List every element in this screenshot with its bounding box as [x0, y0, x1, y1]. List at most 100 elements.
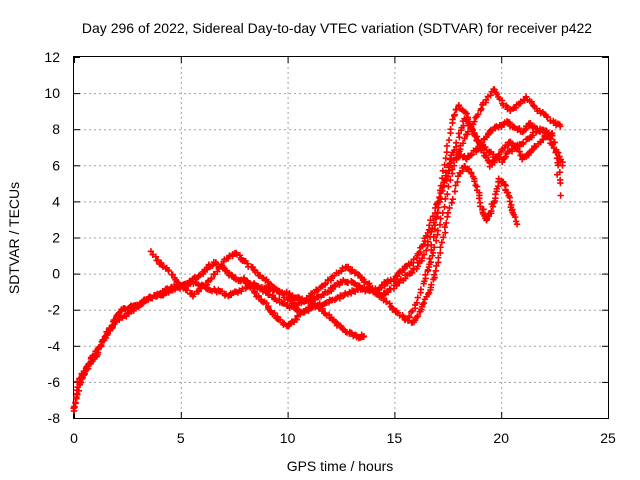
data-point	[436, 187, 444, 194]
x-axis-label: GPS time / hours	[287, 458, 394, 474]
data-point	[442, 155, 450, 162]
data-point	[467, 121, 474, 128]
data-point	[428, 241, 435, 249]
data-point	[448, 199, 455, 207]
data-point	[419, 255, 426, 262]
x-tick-label: 10	[280, 430, 296, 446]
y-tick-label: -4	[48, 338, 61, 354]
data-point	[452, 139, 460, 147]
data-point	[488, 207, 495, 215]
data-point	[420, 251, 428, 258]
data-point	[557, 123, 564, 130]
data-point	[553, 171, 561, 178]
data-point	[286, 296, 294, 303]
data-point	[511, 213, 519, 221]
data-point	[444, 173, 452, 180]
data-point	[360, 332, 368, 340]
data-point	[482, 153, 490, 161]
data-point	[372, 285, 379, 292]
data-point	[442, 195, 449, 203]
data-point	[75, 387, 82, 395]
data-point	[478, 105, 485, 112]
data-point	[482, 96, 490, 104]
data-point	[313, 287, 321, 294]
y-tick-label: 10	[44, 85, 60, 101]
x-tick-label: 0	[70, 430, 78, 446]
data-point	[441, 203, 448, 211]
data-point	[396, 279, 403, 287]
data-point	[440, 234, 447, 241]
data-point	[444, 191, 451, 198]
data-point	[431, 222, 439, 229]
data-point	[443, 148, 451, 156]
data-point	[414, 312, 422, 320]
data-point	[554, 159, 561, 167]
x-tick-label: 15	[387, 430, 403, 446]
data-point	[196, 271, 204, 279]
data-point	[405, 312, 413, 320]
data-point	[441, 223, 448, 231]
data-point	[550, 139, 558, 146]
data-point	[437, 182, 445, 189]
data-point	[424, 266, 432, 273]
data-point	[448, 166, 456, 173]
data-point	[455, 130, 462, 137]
data-point	[510, 123, 518, 130]
data-point	[449, 195, 456, 203]
data-point	[71, 403, 78, 410]
data-point	[422, 275, 429, 282]
data-point	[435, 254, 442, 261]
data-point	[183, 287, 191, 294]
data-point	[437, 244, 444, 251]
data-point	[430, 271, 438, 279]
data-point	[477, 142, 484, 150]
grid-lines	[74, 57, 608, 418]
data-point	[454, 178, 461, 186]
data-point	[504, 189, 512, 196]
y-tick-label: 12	[44, 49, 60, 65]
data-point	[536, 128, 544, 135]
data-point	[468, 151, 475, 158]
y-tick-label: 8	[52, 121, 60, 137]
data-point	[413, 299, 421, 307]
data-point	[428, 228, 435, 236]
data-point	[449, 116, 456, 123]
data-point	[464, 128, 472, 135]
data-point	[453, 151, 460, 159]
data-point	[434, 227, 442, 234]
data-point	[414, 294, 421, 301]
series-track-f	[422, 101, 564, 282]
data-point	[487, 92, 494, 99]
data-point	[287, 297, 295, 304]
data-point	[404, 317, 412, 324]
data-point	[437, 215, 444, 222]
y-tick-label: 4	[52, 193, 60, 209]
data-point	[417, 286, 425, 293]
y-tick-label: 6	[52, 157, 60, 173]
data-point	[438, 174, 446, 182]
data-point	[519, 139, 527, 146]
y-tick-label: 0	[52, 266, 60, 282]
data-point	[557, 192, 564, 199]
data-point	[450, 162, 458, 169]
data-point	[544, 113, 551, 121]
x-tick-label: 5	[177, 430, 185, 446]
data-point	[332, 283, 339, 290]
x-tick-label: 25	[600, 430, 616, 446]
data-point	[426, 261, 433, 268]
data-point	[434, 209, 441, 216]
data-point	[548, 129, 556, 137]
data-point	[387, 286, 394, 293]
data-point	[475, 195, 483, 202]
data-point	[461, 135, 468, 142]
data-point	[427, 216, 434, 224]
data-point	[439, 167, 447, 175]
data-point	[528, 98, 535, 105]
x-tick-label: 20	[493, 430, 509, 446]
x-tick-labels: 0 5 10 15 20 25	[70, 430, 616, 446]
data-point	[468, 125, 475, 133]
data-point	[345, 263, 352, 270]
data-point	[244, 260, 251, 267]
data-point	[513, 221, 521, 228]
